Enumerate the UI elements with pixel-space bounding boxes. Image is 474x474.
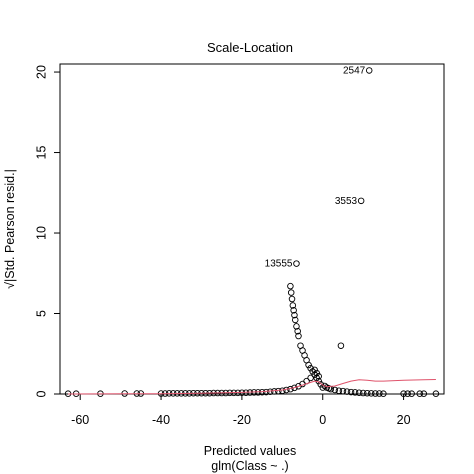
chart-title: Scale-Location: [207, 40, 293, 55]
data-point: [347, 388, 355, 396]
data-point: [359, 389, 367, 397]
data-point: [295, 332, 302, 340]
smooth-curve: [68, 379, 436, 395]
y-tick-label: 5: [34, 310, 48, 317]
x-axis-label: Predicted values: [204, 444, 296, 458]
data-point: [311, 366, 318, 374]
data-point: [292, 316, 299, 324]
x-tick-label: -60: [71, 413, 89, 427]
data-point: [380, 390, 387, 397]
y-tick-label: 20: [34, 65, 48, 79]
data-point: [307, 374, 314, 382]
data-point: [293, 260, 300, 267]
data-point: [311, 371, 318, 378]
x-tick-label: -40: [152, 413, 170, 427]
data-point: [432, 390, 440, 397]
data-point: [313, 369, 320, 377]
data-point: [339, 387, 347, 395]
y-tick-label: 0: [34, 390, 48, 397]
chart-subtitle: glm(Class ~ .): [211, 459, 288, 473]
data-point: [279, 387, 286, 395]
point-annotation-label: 13555: [265, 259, 293, 270]
y-axis-label: √|Std. Pearson resid.|: [3, 169, 17, 289]
data-point: [258, 388, 266, 396]
data-point: [291, 311, 298, 319]
data-point: [372, 390, 379, 397]
data-point: [293, 323, 300, 330]
data-point: [266, 388, 274, 395]
x-tick-label: 0: [319, 413, 326, 427]
data-point: [309, 368, 316, 375]
data-point: [355, 389, 363, 396]
plot-frame: [59, 63, 445, 395]
data-point: [254, 389, 262, 396]
y-tick-label: 10: [34, 226, 48, 240]
y-tick-label: 15: [34, 146, 48, 160]
data-point: [363, 389, 371, 397]
data-point: [289, 302, 297, 309]
smooth-line: [68, 379, 436, 395]
data-point: [367, 390, 375, 397]
data-point: [262, 388, 270, 396]
point-annotation-label: 3553: [335, 196, 358, 207]
data-point: [288, 295, 296, 303]
data-point: [400, 390, 407, 397]
data-point: [420, 390, 428, 397]
x-tick-label: 20: [397, 413, 411, 427]
data-point: [365, 67, 373, 74]
data-point: [343, 388, 351, 395]
data-point: [335, 387, 343, 395]
data-point: [408, 390, 415, 397]
data-points: [64, 67, 440, 397]
point-annotations: 2547 3553 13555: [265, 65, 366, 269]
data-point: [307, 364, 314, 372]
data-point: [357, 197, 365, 205]
data-point: [290, 307, 297, 314]
data-point: [305, 361, 312, 369]
y-axis: 0 5 10 15 20: [34, 65, 60, 397]
data-point: [287, 289, 295, 296]
data-point: [416, 390, 423, 397]
data-point: [294, 327, 301, 335]
data-point: [287, 282, 294, 290]
point-annotation-label: 2547: [343, 65, 366, 76]
data-point: [376, 390, 383, 397]
data-point: [270, 388, 278, 395]
x-axis: -60 -40 -20 0 20: [71, 394, 411, 427]
x-tick-label: -20: [233, 413, 251, 427]
data-point: [313, 374, 320, 382]
data-point: [315, 373, 322, 380]
data-point: [337, 342, 345, 349]
data-point: [317, 381, 324, 388]
data-point: [331, 386, 339, 394]
data-point: [404, 390, 411, 397]
data-point: [275, 387, 282, 395]
data-point: [351, 389, 359, 396]
